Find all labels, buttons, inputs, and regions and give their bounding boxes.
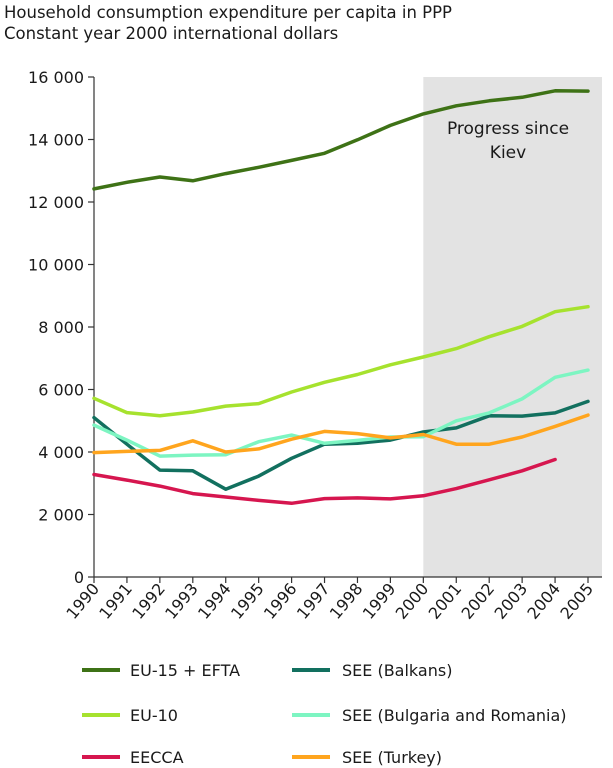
shaded-region-label-line2: Kiev: [490, 143, 526, 163]
y-tick-label: 10 000: [28, 256, 84, 275]
series-line-see-bulgaria-and-romania: [92, 368, 590, 458]
x-tick-label: 1997: [293, 579, 334, 622]
x-tick-label: 1990: [62, 579, 103, 622]
y-tick-label: 8 000: [38, 318, 84, 337]
y-tick-label: 6 000: [38, 381, 84, 400]
legend-label-see-bulgaria-and-romania: SEE (Bulgaria and Romania): [342, 706, 567, 725]
x-tick-label: 1991: [95, 579, 136, 622]
chart-title: Household consumption expenditure per ca…: [4, 3, 453, 22]
series-line-see-turkey: [92, 413, 590, 455]
x-tick-label: 1993: [161, 579, 202, 622]
x-tick-label: 1998: [326, 579, 367, 622]
y-tick-label: 16 000: [28, 68, 84, 87]
x-tick-label: 1999: [359, 579, 400, 622]
y-tick-label: 12 000: [28, 193, 84, 212]
x-tick-label: 2000: [392, 579, 433, 622]
series-line-see-balkans: [92, 399, 590, 491]
x-tick-label: 1996: [260, 579, 301, 622]
y-tick-label: 4 000: [38, 443, 84, 462]
series-lines: [92, 89, 590, 506]
legend-label-eu-15-efta: EU-15 + EFTA: [130, 661, 240, 680]
progress-since-kiev-region: [423, 77, 602, 577]
y-tick-label: 14 000: [28, 131, 84, 150]
legend-label-see-balkans: SEE (Balkans): [342, 661, 452, 680]
shaded-region-label-line1: Progress since: [447, 119, 569, 139]
series-line-eecca: [92, 457, 557, 506]
legend: EU-15 + EFTA SEE (Balkans) EU-10 SEE (Bulga…: [82, 661, 567, 767]
chart-title-block: Household consumption expenditure per ca…: [4, 2, 452, 44]
x-tick-label: 2002: [458, 579, 499, 622]
chart-subtitle: Constant year 2000 international dollars: [4, 24, 339, 43]
legend-label-eu-10: EU-10: [130, 706, 178, 725]
y-tick-label: 0: [74, 568, 84, 587]
x-tick-label: 2005: [556, 579, 597, 622]
series-line-eu-10: [92, 304, 590, 418]
x-tick-label: 2003: [490, 579, 531, 622]
x-tick-label: 1992: [128, 579, 169, 622]
x-tick-label: 2004: [523, 579, 564, 622]
legend-label-eecca: EECCA: [130, 748, 184, 767]
x-tick-label: 1995: [227, 579, 268, 622]
legend-label-see-turkey: SEE (Turkey): [342, 748, 442, 767]
series-line-eu-15-efta: [92, 89, 590, 191]
y-tick-label: 2 000: [38, 506, 84, 525]
x-tick-label: 1994: [194, 579, 235, 622]
x-tick-label: 2001: [425, 579, 466, 622]
